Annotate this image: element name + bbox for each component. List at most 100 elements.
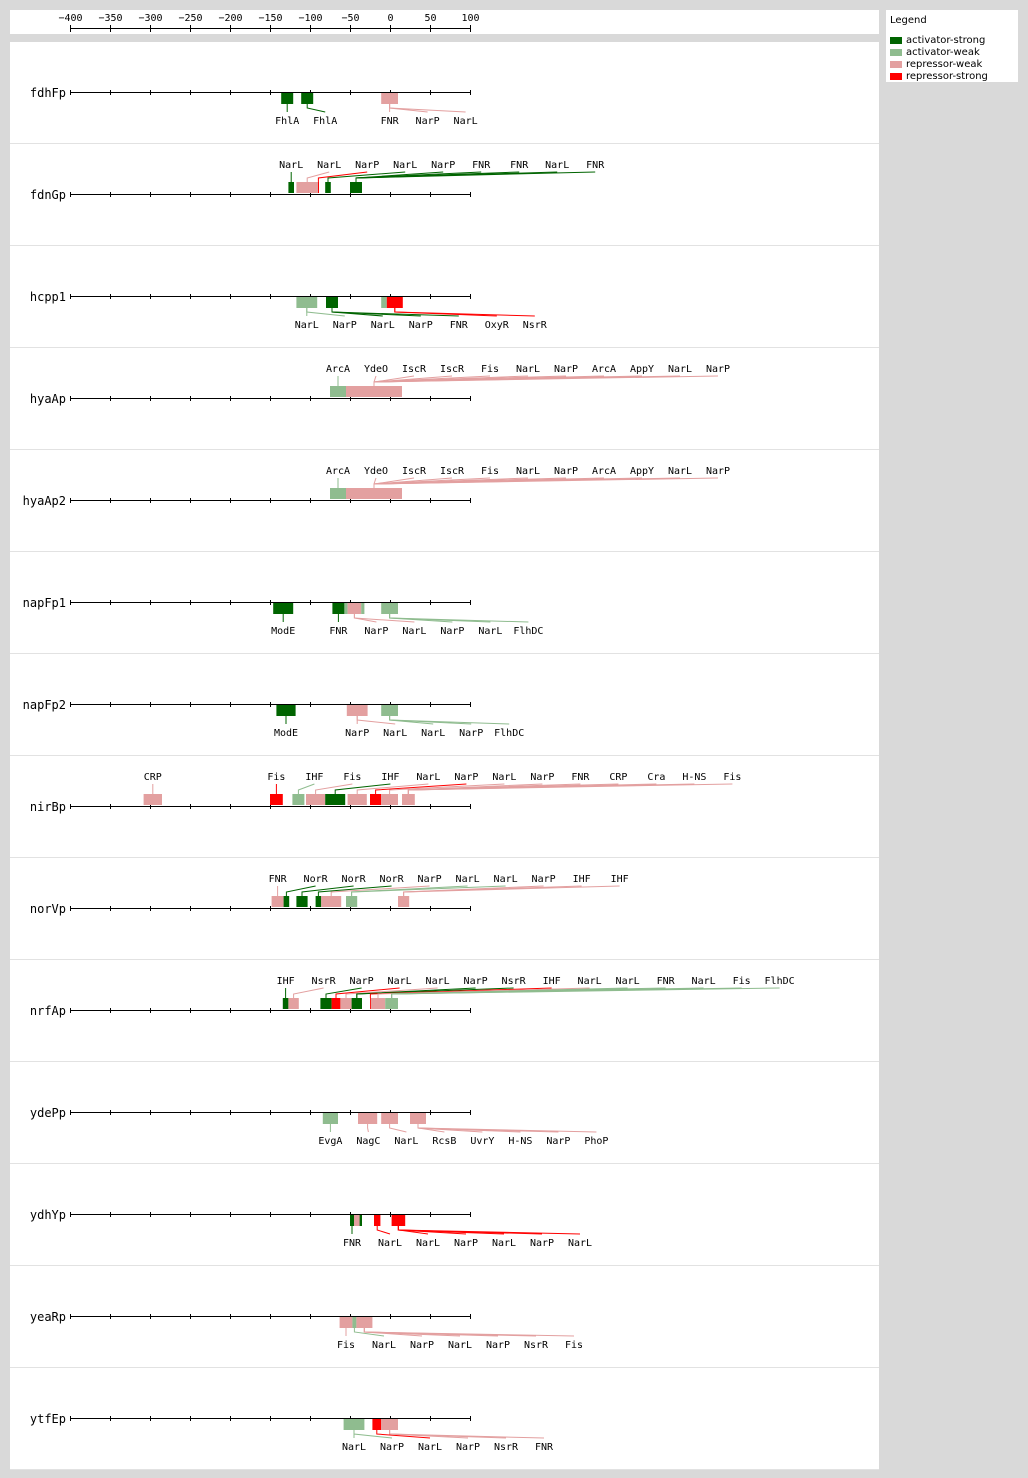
site-leader-line	[376, 1430, 431, 1439]
site-leader-line	[394, 308, 535, 317]
row-separator	[10, 1163, 879, 1164]
row-separator	[10, 857, 879, 858]
promoter-row-ytfEp: ytfEp NarL NarP NarL NarP NsrR FNR	[10, 1368, 879, 1470]
promoter-track: EvgA NagC NarL RcsB UvrY H-NS NarP PhoP	[70, 1110, 608, 1147]
binding-site-repressor-strong	[374, 1215, 381, 1226]
site-label-NorR: NorR	[304, 874, 329, 885]
site-label-NarP: NarP	[486, 1340, 510, 1351]
site-label-NsrR: NsrR	[312, 976, 337, 987]
site-leader-line	[391, 987, 780, 998]
site-label-FNR: FNR	[472, 160, 491, 171]
legend-label: repressor-weak	[906, 59, 983, 70]
site-label-NarL: NarL	[295, 320, 319, 331]
site-label-FNR: FNR	[329, 626, 348, 637]
row-separator	[10, 1469, 879, 1470]
promoter-track: NarL NarP NarL NarP FNR OxyR NsrR	[70, 294, 548, 331]
site-label-FlhDC: FlhDC	[494, 728, 524, 739]
site-label-NarL: NarL	[668, 364, 692, 375]
binding-site-repressor-weak	[288, 998, 299, 1009]
binding-site-activator-weak	[361, 603, 365, 614]
promoter-row-hyaAp: hyaAp ArcA YdeO IscR IscR Fis NarL NarP ArcA AppY…	[10, 348, 879, 450]
site-label-ArcA: ArcA	[592, 466, 616, 477]
site-label-NarL: NarL	[578, 976, 602, 987]
site-label-NarL: NarL	[372, 1340, 396, 1351]
site-label-AppY: AppY	[630, 466, 654, 477]
site-label-NarL: NarL	[416, 1238, 440, 1249]
site-label-ModE: ModE	[271, 626, 295, 637]
promoter-track: ModE FNR NarP NarL NarP NarL FlhDC	[70, 600, 543, 637]
binding-site-repressor-weak	[381, 794, 398, 805]
site-label-NarP: NarP	[333, 320, 357, 331]
site-label-FNR: FNR	[343, 1238, 362, 1249]
binding-site-repressor-weak	[356, 1317, 373, 1328]
binding-site-activator-weak	[381, 297, 387, 308]
site-label-NarP: NarP	[530, 772, 554, 783]
binding-site-activator-strong	[320, 998, 332, 1009]
site-leader-line	[353, 614, 415, 623]
promoter-track: ModE NarP NarL NarL NarP FlhDC	[70, 702, 524, 739]
row-separator	[10, 143, 879, 144]
axis-tick-label: −200	[218, 13, 242, 24]
site-label-NarP: NarP	[706, 466, 730, 477]
site-label-Fis: Fis	[565, 1340, 583, 1351]
promoter-name: ytfEp	[29, 1412, 66, 1426]
axis-tick-label: −400	[58, 13, 82, 24]
site-label-NarL: NarL	[545, 160, 569, 171]
site-label-NarL: NarL	[568, 1238, 592, 1249]
site-label-NarP: NarP	[440, 626, 464, 637]
site-label-NarP: NarP	[431, 160, 455, 171]
binding-site-repressor-weak	[358, 1113, 378, 1124]
binding-site-repressor-strong	[391, 1215, 406, 1226]
site-label-UvrY: UvrY	[470, 1136, 494, 1147]
promoter-row-hyaAp2: hyaAp2 ArcA YdeO IscR IscR Fis NarL NarP ArcA App…	[10, 450, 879, 552]
site-label-NarL: NarL	[342, 1442, 366, 1453]
binding-site-activator-strong	[350, 182, 362, 193]
binding-site-repressor-weak	[346, 386, 402, 397]
legend-swatch-repressor-strong	[890, 73, 902, 80]
site-label-FNR: FNR	[535, 1442, 554, 1453]
site-leader-line	[373, 375, 719, 386]
site-label-NarL: NarL	[668, 466, 692, 477]
binding-site-activator-strong	[288, 182, 294, 193]
binding-site-repressor-weak	[347, 603, 362, 614]
site-label-NarP: NarP	[454, 1238, 478, 1249]
site-label-NarP: NarP	[355, 160, 379, 171]
row-separator	[10, 1367, 879, 1368]
binding-site-repressor-weak	[143, 794, 162, 805]
site-label-NorR: NorR	[380, 874, 405, 885]
promoter-row-yeaRp: yeaRp Fis NarL NarP NarL NarP NsrR Fis	[10, 1266, 879, 1368]
site-label-NarL: NarL	[393, 160, 417, 171]
legend-swatch-repressor-weak	[890, 61, 902, 68]
binding-site-repressor-strong	[370, 998, 371, 1009]
site-label-NarP: NarP	[546, 1136, 570, 1147]
promoter-name: fdnGp	[29, 188, 66, 202]
site-label-NarL: NarL	[492, 772, 516, 783]
site-label-NarP: NarP	[380, 1442, 404, 1453]
site-label-FNR: FNR	[450, 320, 469, 331]
binding-site-repressor-strong	[372, 1419, 382, 1430]
binding-site-repressor-weak	[321, 896, 342, 907]
site-leader-line	[334, 783, 391, 794]
binding-site-repressor-weak	[271, 896, 284, 907]
site-label-FlhDC: FlhDC	[765, 976, 795, 987]
promoter-track: FNR NarL NarL NarP NarL NarP NarL	[70, 1212, 592, 1249]
binding-site-activator-weak	[385, 998, 398, 1009]
site-label-NarL: NarL	[516, 466, 540, 477]
site-leader-line	[325, 987, 362, 998]
binding-site-activator-strong	[315, 896, 322, 907]
site-leader-line	[345, 987, 438, 998]
promoter-row-napFp2: napFp2 ModE NarP NarL NarL NarP FlhDC	[10, 654, 879, 756]
binding-site-activator-strong	[301, 93, 314, 104]
binding-site-activator-weak	[346, 896, 358, 907]
axis-tick-label: −50	[341, 13, 359, 24]
binding-site-repressor-weak	[381, 1113, 398, 1124]
site-label-ArcA: ArcA	[326, 364, 350, 375]
site-label-NarP: NarP	[410, 1340, 434, 1351]
axis-tick-label: −350	[98, 13, 122, 24]
position-axis-ruler: −400 −350 −300 −250 −200 −150 −100 −50 0 50 100	[58, 13, 480, 32]
site-leader-line	[331, 308, 459, 317]
site-leader-line	[317, 171, 368, 182]
site-leader-line	[351, 885, 506, 896]
site-leader-line	[353, 1430, 393, 1439]
site-label-Fis: Fis	[343, 772, 361, 783]
